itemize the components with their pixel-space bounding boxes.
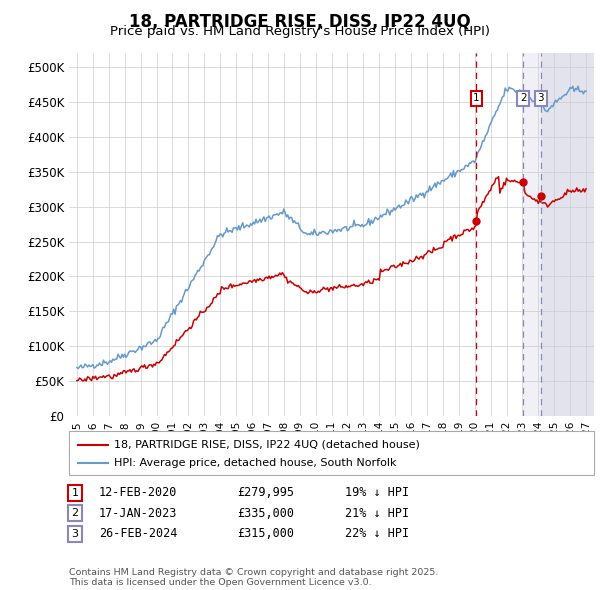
Text: 1: 1: [71, 488, 79, 497]
Text: 2: 2: [71, 509, 79, 518]
Text: 18, PARTRIDGE RISE, DISS, IP22 4UQ: 18, PARTRIDGE RISE, DISS, IP22 4UQ: [129, 13, 471, 31]
Text: HPI: Average price, detached house, South Norfolk: HPI: Average price, detached house, Sout…: [114, 458, 397, 467]
Text: 17-JAN-2023: 17-JAN-2023: [99, 507, 178, 520]
Text: £335,000: £335,000: [237, 507, 294, 520]
Text: £279,995: £279,995: [237, 486, 294, 499]
Text: 2: 2: [520, 93, 527, 103]
Text: 3: 3: [538, 93, 544, 103]
Text: 22% ↓ HPI: 22% ↓ HPI: [345, 527, 409, 540]
Text: 21% ↓ HPI: 21% ↓ HPI: [345, 507, 409, 520]
Bar: [523, 53, 594, 416]
Text: Price paid vs. HM Land Registry's House Price Index (HPI): Price paid vs. HM Land Registry's House …: [110, 25, 490, 38]
Text: 12-FEB-2020: 12-FEB-2020: [99, 486, 178, 499]
Text: 1: 1: [473, 93, 480, 103]
Text: Contains HM Land Registry data © Crown copyright and database right 2025.
This d: Contains HM Land Registry data © Crown c…: [69, 568, 439, 587]
Bar: [541, 53, 594, 416]
Text: 19% ↓ HPI: 19% ↓ HPI: [345, 486, 409, 499]
Text: £315,000: £315,000: [237, 527, 294, 540]
Text: 3: 3: [71, 529, 79, 539]
Text: 18, PARTRIDGE RISE, DISS, IP22 4UQ (detached house): 18, PARTRIDGE RISE, DISS, IP22 4UQ (deta…: [114, 440, 420, 450]
Text: 26-FEB-2024: 26-FEB-2024: [99, 527, 178, 540]
